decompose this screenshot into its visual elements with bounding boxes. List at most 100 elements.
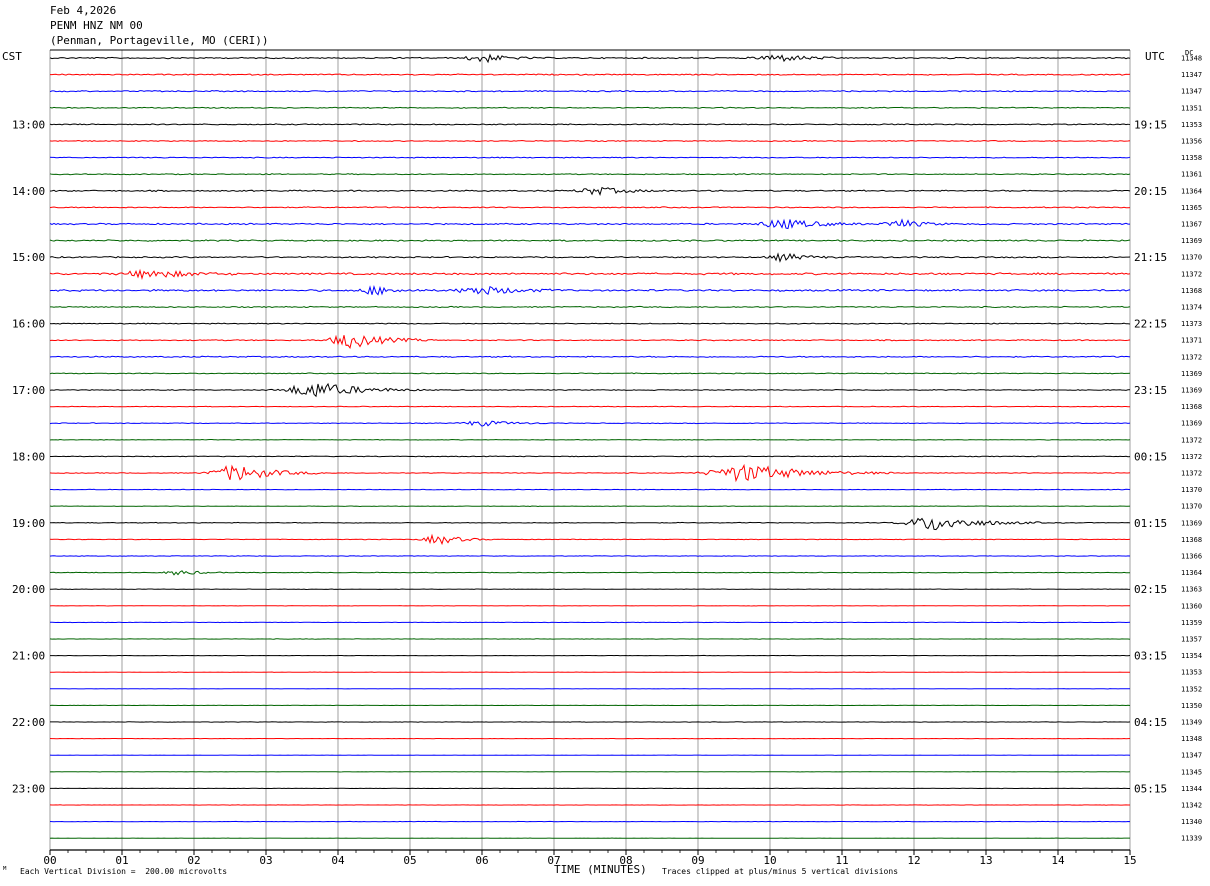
dc-offset-1: 11347 — [1181, 71, 1202, 79]
left-time-label: 16:00 — [12, 318, 45, 331]
dc-offset-33: 11360 — [1181, 602, 1202, 610]
dc-offset-40: 11349 — [1181, 719, 1202, 727]
dc-offset-32: 11363 — [1181, 586, 1202, 594]
dc-offset-29: 11368 — [1181, 536, 1202, 544]
clip-note: Traces clipped at plus/minus 5 vertical … — [662, 867, 899, 876]
right-time-label: 20:15 — [1134, 185, 1167, 198]
x-tick-label-10: 10 — [763, 854, 776, 867]
seismic-traces — [49, 53, 1131, 839]
trace-row-0 — [49, 53, 1131, 64]
x-tick-label-4: 04 — [331, 854, 345, 867]
dc-offset-45: 11342 — [1181, 802, 1202, 810]
trace-row-19 — [49, 372, 1131, 375]
trace-row-18 — [49, 355, 1131, 358]
dc-offset-4: 11353 — [1181, 121, 1202, 129]
minute-gridlines — [49, 49, 1131, 850]
left-time-label: 21:00 — [12, 650, 45, 663]
left-time-label: 23:00 — [12, 782, 45, 795]
left-time-label: 19:00 — [12, 517, 45, 530]
dc-label: DC — [1185, 49, 1194, 57]
plot-date: Feb 4,2026 — [50, 4, 117, 17]
trace-row-31 — [49, 570, 1130, 576]
x-tick-label-3: 03 — [259, 854, 272, 867]
trace-row-27 — [49, 505, 1131, 508]
x-tick-label-7: 07 — [547, 854, 560, 867]
x-tick-label-8: 08 — [619, 854, 632, 867]
trace-row-20 — [49, 382, 1130, 398]
dc-offset-47: 11339 — [1181, 835, 1202, 843]
right-time-label: 22:15 — [1134, 318, 1167, 331]
dc-offset-3: 11351 — [1181, 104, 1202, 112]
dc-offset-6: 11358 — [1181, 154, 1202, 162]
trace-row-8 — [49, 186, 1131, 196]
corner-mark: ᴹ — [2, 866, 8, 876]
x-tick-label-0: 00 — [43, 854, 56, 867]
dc-offset-25: 11372 — [1181, 470, 1202, 478]
station-location: (Penman, Portageville, MO (CERI)) — [50, 34, 269, 47]
dc-offset-28: 11369 — [1181, 519, 1202, 527]
dc-offset-17: 11371 — [1181, 337, 1202, 345]
trace-row-16 — [49, 322, 1131, 325]
trace-row-26 — [50, 488, 1131, 491]
dc-offset-7: 11361 — [1181, 171, 1202, 179]
dc-offset-18: 11372 — [1181, 353, 1202, 361]
x-axis: 00 01 02 03 04 05 06 07 08 09 10 11 12 13 14 15 — [43, 849, 1137, 867]
dc-offset-39: 11350 — [1181, 702, 1202, 710]
trace-row-25 — [49, 463, 1131, 483]
dc-offset-19: 11369 — [1181, 370, 1202, 378]
dc-offset-20: 11369 — [1181, 387, 1202, 395]
right-time-label: 19:15 — [1134, 118, 1167, 131]
x-tick-label-14: 14 — [1051, 854, 1065, 867]
dc-offset-26: 11370 — [1181, 486, 1202, 494]
right-time-label: 23:15 — [1134, 384, 1167, 397]
trace-row-13 — [49, 268, 1131, 281]
right-time-label: 00:15 — [1134, 450, 1167, 463]
trace-row-23 — [49, 438, 1131, 441]
left-time-label: 13:00 — [12, 118, 45, 131]
trace-row-30 — [49, 555, 1131, 557]
right-time-label: 21:15 — [1134, 251, 1167, 264]
dc-offset-46: 11340 — [1181, 818, 1202, 826]
dc-offset-22: 11369 — [1181, 420, 1202, 428]
trace-row-7 — [49, 173, 1131, 176]
x-tick-label-15: 15 — [1123, 854, 1136, 867]
station-code: PENM HNZ NM 00 — [50, 19, 143, 32]
dc-offset-27: 11370 — [1181, 503, 1202, 511]
trace-row-2 — [49, 89, 1131, 93]
time-labels: 11348 11347 11347 11351 11353 11356 11358 11361… — [12, 55, 1202, 843]
trace-row-14 — [49, 284, 1131, 296]
x-tick-label-5: 05 — [403, 854, 416, 867]
right-time-label: 02:15 — [1134, 583, 1167, 596]
dc-offset-23: 11372 — [1181, 436, 1202, 444]
dc-offset-44: 11344 — [1181, 785, 1202, 793]
trace-row-12 — [49, 252, 1131, 263]
dc-offset-42: 11347 — [1181, 752, 1202, 760]
left-time-label: 20:00 — [12, 583, 45, 596]
right-time-label: 04:15 — [1134, 716, 1167, 729]
x-tick-label-13: 13 — [979, 854, 992, 867]
dc-offset-37: 11353 — [1181, 669, 1202, 677]
dc-offset-11: 11369 — [1181, 237, 1202, 245]
trace-row-10 — [49, 218, 1130, 230]
dc-offset-2: 11347 — [1181, 88, 1202, 96]
dc-offset-0: 11348 — [1181, 55, 1202, 63]
dc-offset-31: 11364 — [1181, 569, 1202, 577]
trace-row-6 — [49, 156, 1131, 159]
trace-row-4 — [49, 123, 1131, 126]
right-time-label: 01:15 — [1134, 517, 1167, 530]
trace-row-1 — [50, 73, 1131, 76]
trace-row-9 — [49, 206, 1131, 209]
x-tick-label-6: 06 — [475, 854, 488, 867]
x-tick-label-11: 11 — [835, 854, 848, 867]
trace-row-29 — [49, 533, 1131, 546]
dc-offset-16: 11373 — [1181, 320, 1202, 328]
left-time-label: 15:00 — [12, 251, 45, 264]
dc-offset-24: 11372 — [1181, 453, 1202, 461]
dc-offset-12: 11370 — [1181, 254, 1202, 262]
x-tick-label-1: 01 — [115, 854, 128, 867]
dc-offset-36: 11354 — [1181, 652, 1202, 660]
left-time-label: 14:00 — [12, 185, 45, 198]
trace-row-17 — [49, 334, 1131, 350]
dc-offset-10: 11367 — [1181, 221, 1202, 229]
